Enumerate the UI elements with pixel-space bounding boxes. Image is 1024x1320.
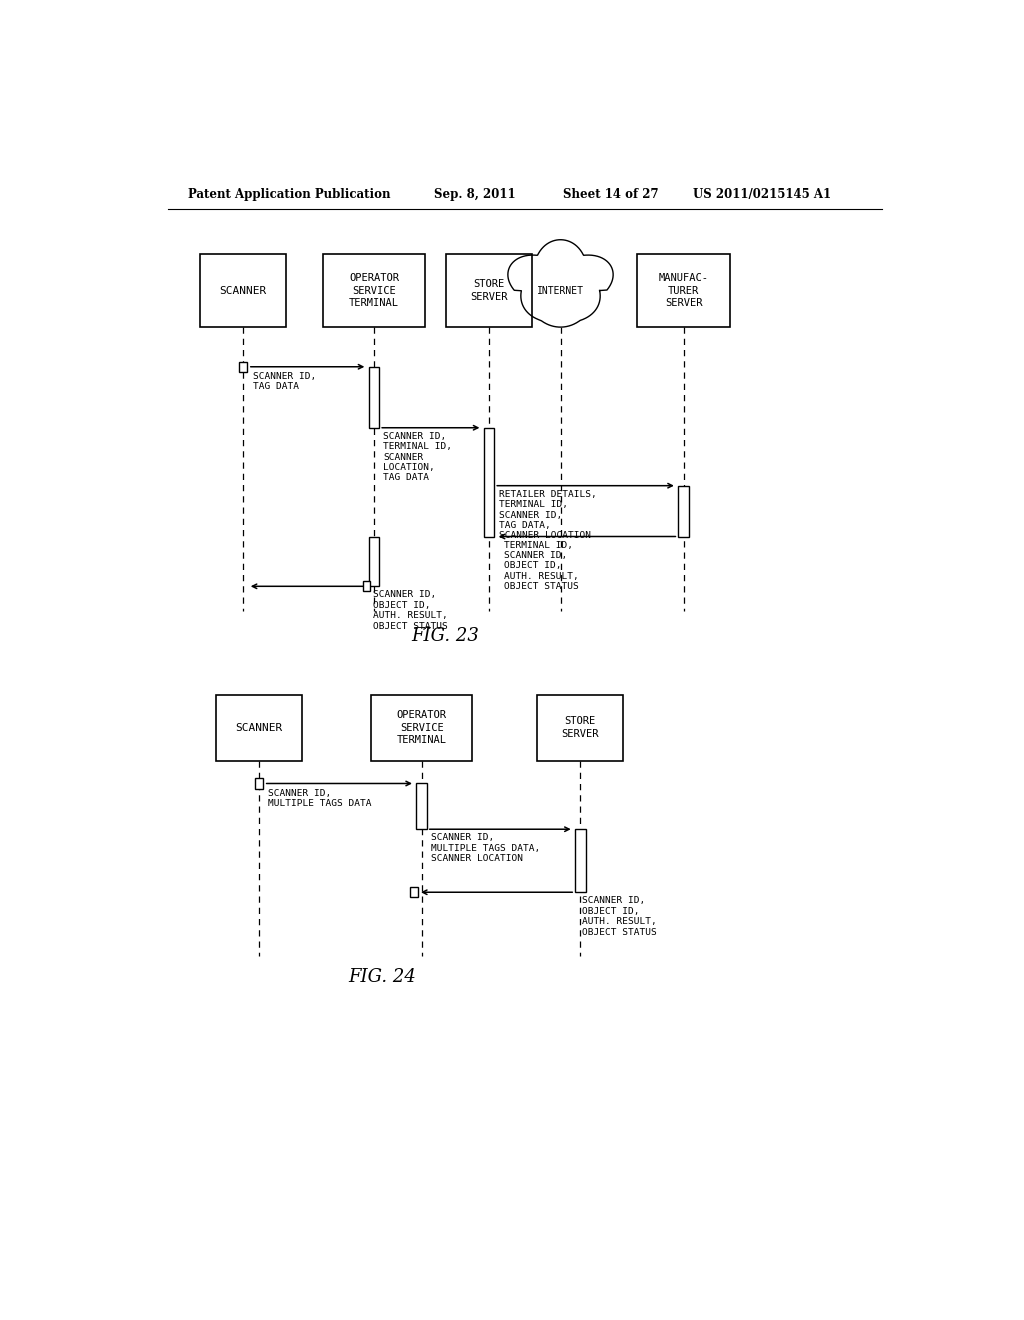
Bar	[637, 253, 730, 327]
Bar	[538, 694, 624, 760]
Bar	[446, 253, 531, 327]
Text: FIG. 23: FIG. 23	[412, 627, 479, 645]
Bar	[216, 694, 302, 760]
Text: STORE
SERVER: STORE SERVER	[470, 280, 508, 302]
Bar	[369, 536, 379, 586]
Bar	[362, 581, 371, 591]
Text: FIG. 24: FIG. 24	[348, 968, 416, 986]
Text: SCANNER ID,
MULTIPLE TAGS DATA: SCANNER ID, MULTIPLE TAGS DATA	[268, 788, 372, 808]
Bar	[239, 362, 247, 372]
Text: Sheet 14 of 27: Sheet 14 of 27	[563, 189, 658, 202]
Text: SCANNER: SCANNER	[236, 722, 283, 733]
Bar	[575, 829, 586, 892]
Bar	[255, 779, 263, 788]
Polygon shape	[508, 240, 613, 327]
Text: RETAILER DETAILS,
TERMINAL ID,
SCANNER ID,
TAG DATA,
SCANNER LOCATION: RETAILER DETAILS, TERMINAL ID, SCANNER I…	[499, 490, 597, 540]
Text: MANUFAC-
TURER
SERVER: MANUFAC- TURER SERVER	[658, 273, 709, 308]
Text: INTERNET: INTERNET	[537, 285, 584, 296]
Bar	[484, 428, 495, 536]
Text: Sep. 8, 2011: Sep. 8, 2011	[433, 189, 515, 202]
Bar	[411, 887, 418, 898]
Text: SCANNER ID,
MULTIPLE TAGS DATA,
SCANNER LOCATION: SCANNER ID, MULTIPLE TAGS DATA, SCANNER …	[431, 833, 540, 863]
Text: SCANNER ID,
OBJECT ID,
AUTH. RESULT,
OBJECT STATUS: SCANNER ID, OBJECT ID, AUTH. RESULT, OBJ…	[373, 590, 447, 631]
Text: US 2011/0215145 A1: US 2011/0215145 A1	[693, 189, 831, 202]
Text: Patent Application Publication: Patent Application Publication	[187, 189, 390, 202]
Text: OPERATOR
SERVICE
TERMINAL: OPERATOR SERVICE TERMINAL	[396, 710, 446, 744]
Bar	[201, 253, 286, 327]
Bar	[324, 253, 425, 327]
Text: SCANNER ID,
TAG DATA: SCANNER ID, TAG DATA	[253, 372, 315, 391]
Bar	[678, 486, 689, 536]
Bar	[417, 784, 427, 829]
Bar	[369, 367, 379, 428]
Text: SCANNER ID,
TERMINAL ID,
SCANNER
LOCATION,
TAG DATA: SCANNER ID, TERMINAL ID, SCANNER LOCATIO…	[383, 432, 453, 482]
Text: SCANNER: SCANNER	[219, 285, 266, 296]
Text: SCANNER ID,
OBJECT ID,
AUTH. RESULT,
OBJECT STATUS: SCANNER ID, OBJECT ID, AUTH. RESULT, OBJ…	[582, 896, 656, 936]
Text: OPERATOR
SERVICE
TERMINAL: OPERATOR SERVICE TERMINAL	[349, 273, 399, 308]
Text: TERMINAL ID,
SCANNER ID,
OBJECT ID,
AUTH. RESULT,
OBJECT STATUS: TERMINAL ID, SCANNER ID, OBJECT ID, AUTH…	[504, 541, 579, 591]
Text: STORE
SERVER: STORE SERVER	[561, 717, 599, 739]
Bar	[371, 694, 472, 760]
